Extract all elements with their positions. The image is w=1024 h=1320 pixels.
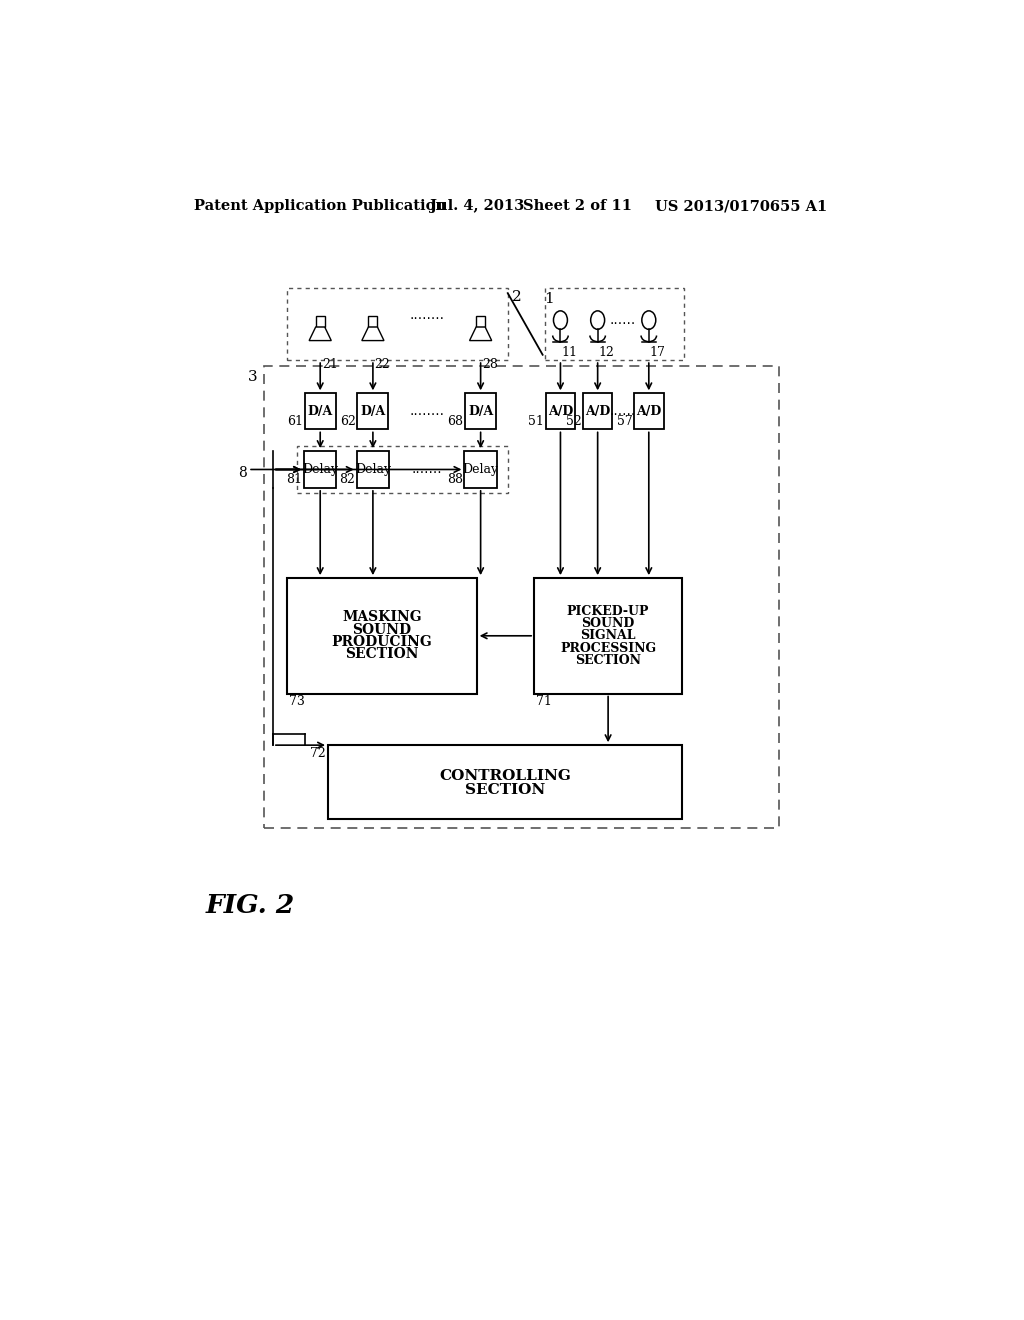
Text: CONTROLLING: CONTROLLING bbox=[439, 770, 571, 783]
Bar bbox=[356, 451, 389, 488]
Text: Delay: Delay bbox=[302, 463, 338, 477]
Text: .......: ....... bbox=[412, 462, 442, 477]
Polygon shape bbox=[309, 327, 332, 341]
Text: Delay: Delay bbox=[463, 463, 499, 477]
Text: 72: 72 bbox=[310, 747, 326, 760]
Bar bbox=[545, 288, 684, 360]
Text: MASKING: MASKING bbox=[342, 610, 422, 624]
Text: 71: 71 bbox=[537, 696, 552, 708]
Bar bbox=[315, 315, 325, 327]
Bar bbox=[369, 315, 378, 327]
Text: 21: 21 bbox=[322, 358, 338, 371]
Text: US 2013/0170655 A1: US 2013/0170655 A1 bbox=[655, 199, 827, 213]
Bar bbox=[465, 393, 496, 429]
Polygon shape bbox=[361, 327, 384, 341]
Text: Patent Application Publication: Patent Application Publication bbox=[194, 199, 445, 213]
Text: 17: 17 bbox=[649, 346, 666, 359]
Bar bbox=[297, 446, 508, 494]
Text: D/A: D/A bbox=[307, 405, 333, 418]
Text: PRODUCING: PRODUCING bbox=[332, 635, 432, 649]
Text: 22: 22 bbox=[375, 358, 390, 371]
Bar bbox=[287, 578, 477, 693]
Bar bbox=[634, 393, 664, 429]
Bar bbox=[328, 744, 682, 818]
Ellipse shape bbox=[591, 312, 604, 330]
Text: ......: ...... bbox=[609, 313, 636, 327]
Text: SIGNAL: SIGNAL bbox=[581, 630, 636, 643]
Text: ........: ........ bbox=[410, 404, 444, 418]
Text: A/D: A/D bbox=[585, 405, 610, 418]
Bar bbox=[305, 393, 336, 429]
Text: 88: 88 bbox=[446, 474, 463, 487]
Text: A/D: A/D bbox=[636, 405, 662, 418]
Bar bbox=[304, 451, 337, 488]
Text: ......: ...... bbox=[609, 404, 636, 418]
Bar bbox=[535, 578, 682, 693]
Text: 81: 81 bbox=[287, 474, 302, 487]
Bar bbox=[464, 451, 497, 488]
Text: FIG. 2: FIG. 2 bbox=[206, 892, 295, 917]
Text: ........: ........ bbox=[410, 308, 444, 322]
Text: PICKED-UP: PICKED-UP bbox=[567, 605, 649, 618]
Text: Jul. 4, 2013: Jul. 4, 2013 bbox=[430, 199, 524, 213]
Text: 61: 61 bbox=[287, 414, 303, 428]
Text: 82: 82 bbox=[339, 474, 355, 487]
Text: SECTION: SECTION bbox=[465, 783, 545, 797]
Bar bbox=[546, 393, 575, 429]
Ellipse shape bbox=[642, 312, 655, 330]
Text: 62: 62 bbox=[340, 414, 356, 428]
Text: 1: 1 bbox=[544, 292, 554, 306]
Text: 8: 8 bbox=[238, 466, 247, 479]
Text: 11: 11 bbox=[561, 346, 578, 359]
Bar bbox=[287, 288, 508, 360]
Bar bbox=[583, 393, 612, 429]
Text: 12: 12 bbox=[598, 346, 614, 359]
Text: SOUND: SOUND bbox=[352, 623, 412, 636]
Text: D/A: D/A bbox=[468, 405, 494, 418]
Text: 28: 28 bbox=[482, 358, 498, 371]
Text: A/D: A/D bbox=[548, 405, 573, 418]
Bar bbox=[263, 367, 779, 829]
Text: Delay: Delay bbox=[355, 463, 391, 477]
Text: Sheet 2 of 11: Sheet 2 of 11 bbox=[523, 199, 632, 213]
Text: D/A: D/A bbox=[360, 405, 385, 418]
Text: 73: 73 bbox=[289, 696, 305, 708]
Text: 51: 51 bbox=[528, 414, 544, 428]
Text: 57: 57 bbox=[616, 414, 633, 428]
Text: SOUND: SOUND bbox=[582, 616, 635, 630]
Text: SECTION: SECTION bbox=[345, 647, 419, 661]
Text: SECTION: SECTION bbox=[575, 653, 641, 667]
Text: 2: 2 bbox=[512, 290, 521, 304]
Text: PROCESSING: PROCESSING bbox=[560, 642, 656, 655]
Bar bbox=[357, 393, 388, 429]
Bar bbox=[476, 315, 485, 327]
Text: 68: 68 bbox=[447, 414, 464, 428]
Ellipse shape bbox=[554, 312, 567, 330]
Text: 3: 3 bbox=[248, 370, 257, 384]
Polygon shape bbox=[470, 327, 492, 341]
Text: 52: 52 bbox=[565, 414, 582, 428]
